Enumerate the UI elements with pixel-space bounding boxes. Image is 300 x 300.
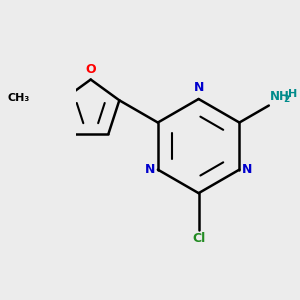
Text: CH₃: CH₃ — [8, 93, 30, 103]
Text: N: N — [194, 81, 204, 94]
Text: H: H — [288, 89, 298, 99]
Text: NH: NH — [270, 90, 290, 103]
Text: 2: 2 — [283, 95, 290, 104]
Text: N: N — [242, 163, 252, 176]
Text: Cl: Cl — [192, 232, 205, 245]
Text: O: O — [85, 63, 96, 76]
Text: N: N — [145, 163, 155, 176]
